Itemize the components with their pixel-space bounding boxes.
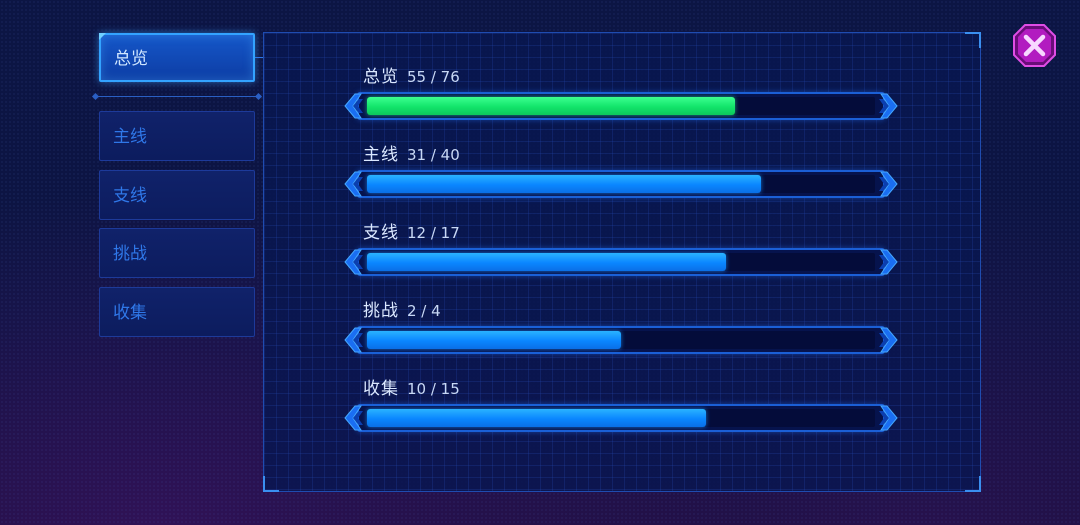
panel-corner: [263, 476, 279, 492]
stat-name: 支线: [363, 223, 399, 243]
progress-bar-side-quest: [343, 246, 899, 278]
stat-label-overview: 总览 55 / 76: [363, 62, 460, 87]
tab-side-quest[interactable]: 支线: [99, 170, 255, 220]
stat-name: 总览: [363, 67, 399, 87]
close-button[interactable]: [1012, 23, 1057, 68]
bar-endcap-right: [875, 402, 899, 434]
tab-challenge[interactable]: 挑战: [99, 228, 255, 278]
bar-endcap-left: [343, 402, 367, 434]
tab-overview[interactable]: 总览: [99, 33, 255, 82]
stat-progress: 12 / 17: [407, 224, 460, 242]
bar-endcap-right: [875, 246, 899, 278]
bar-fill: [367, 253, 726, 271]
bar-endcap-left: [343, 246, 367, 278]
bar-frame: [357, 326, 885, 354]
bar-endcap-left: [343, 90, 367, 122]
progress-bar-overview: [343, 90, 899, 122]
stat-progress: 55 / 76: [407, 68, 460, 86]
stat-label-main-quest: 主线 31 / 40: [363, 140, 460, 165]
bar-endcap-right: [875, 324, 899, 356]
stat-name: 挑战: [363, 301, 399, 321]
bar-endcap-left: [343, 324, 367, 356]
bar-frame: [357, 248, 885, 276]
bar-track: [367, 253, 875, 271]
stat-label-challenge: 挑战 2 / 4: [363, 296, 441, 321]
progress-bar-challenge: [343, 324, 899, 356]
stat-label-collection: 收集 10 / 15: [363, 374, 460, 399]
progress-bar-collection: [343, 402, 899, 434]
bar-frame: [357, 92, 885, 120]
bar-endcap-right: [875, 90, 899, 122]
panel-corner: [965, 476, 981, 492]
tab-collection[interactable]: 收集: [99, 287, 255, 337]
bar-frame: [357, 170, 885, 198]
sidebar-divider: [95, 96, 259, 97]
bar-track: [367, 97, 875, 115]
bar-fill: [367, 97, 735, 115]
tab-connector: [255, 57, 265, 58]
bar-endcap-left: [343, 168, 367, 200]
stat-progress: 2 / 4: [407, 302, 441, 320]
stat-name: 收集: [363, 379, 399, 399]
close-icon: [1013, 24, 1056, 67]
tab-main-quest[interactable]: 主线: [99, 111, 255, 161]
progress-bar-main-quest: [343, 168, 899, 200]
bar-fill: [367, 409, 706, 427]
bar-track: [367, 331, 875, 349]
panel-corner: [965, 32, 981, 48]
bar-fill: [367, 331, 621, 349]
bar-endcap-right: [875, 168, 899, 200]
bar-fill: [367, 175, 761, 193]
bar-track: [367, 409, 875, 427]
stat-progress: 31 / 40: [407, 146, 460, 164]
stat-label-side-quest: 支线 12 / 17: [363, 218, 460, 243]
stat-name: 主线: [363, 145, 399, 165]
bar-track: [367, 175, 875, 193]
stat-progress: 10 / 15: [407, 380, 460, 398]
bar-frame: [357, 404, 885, 432]
